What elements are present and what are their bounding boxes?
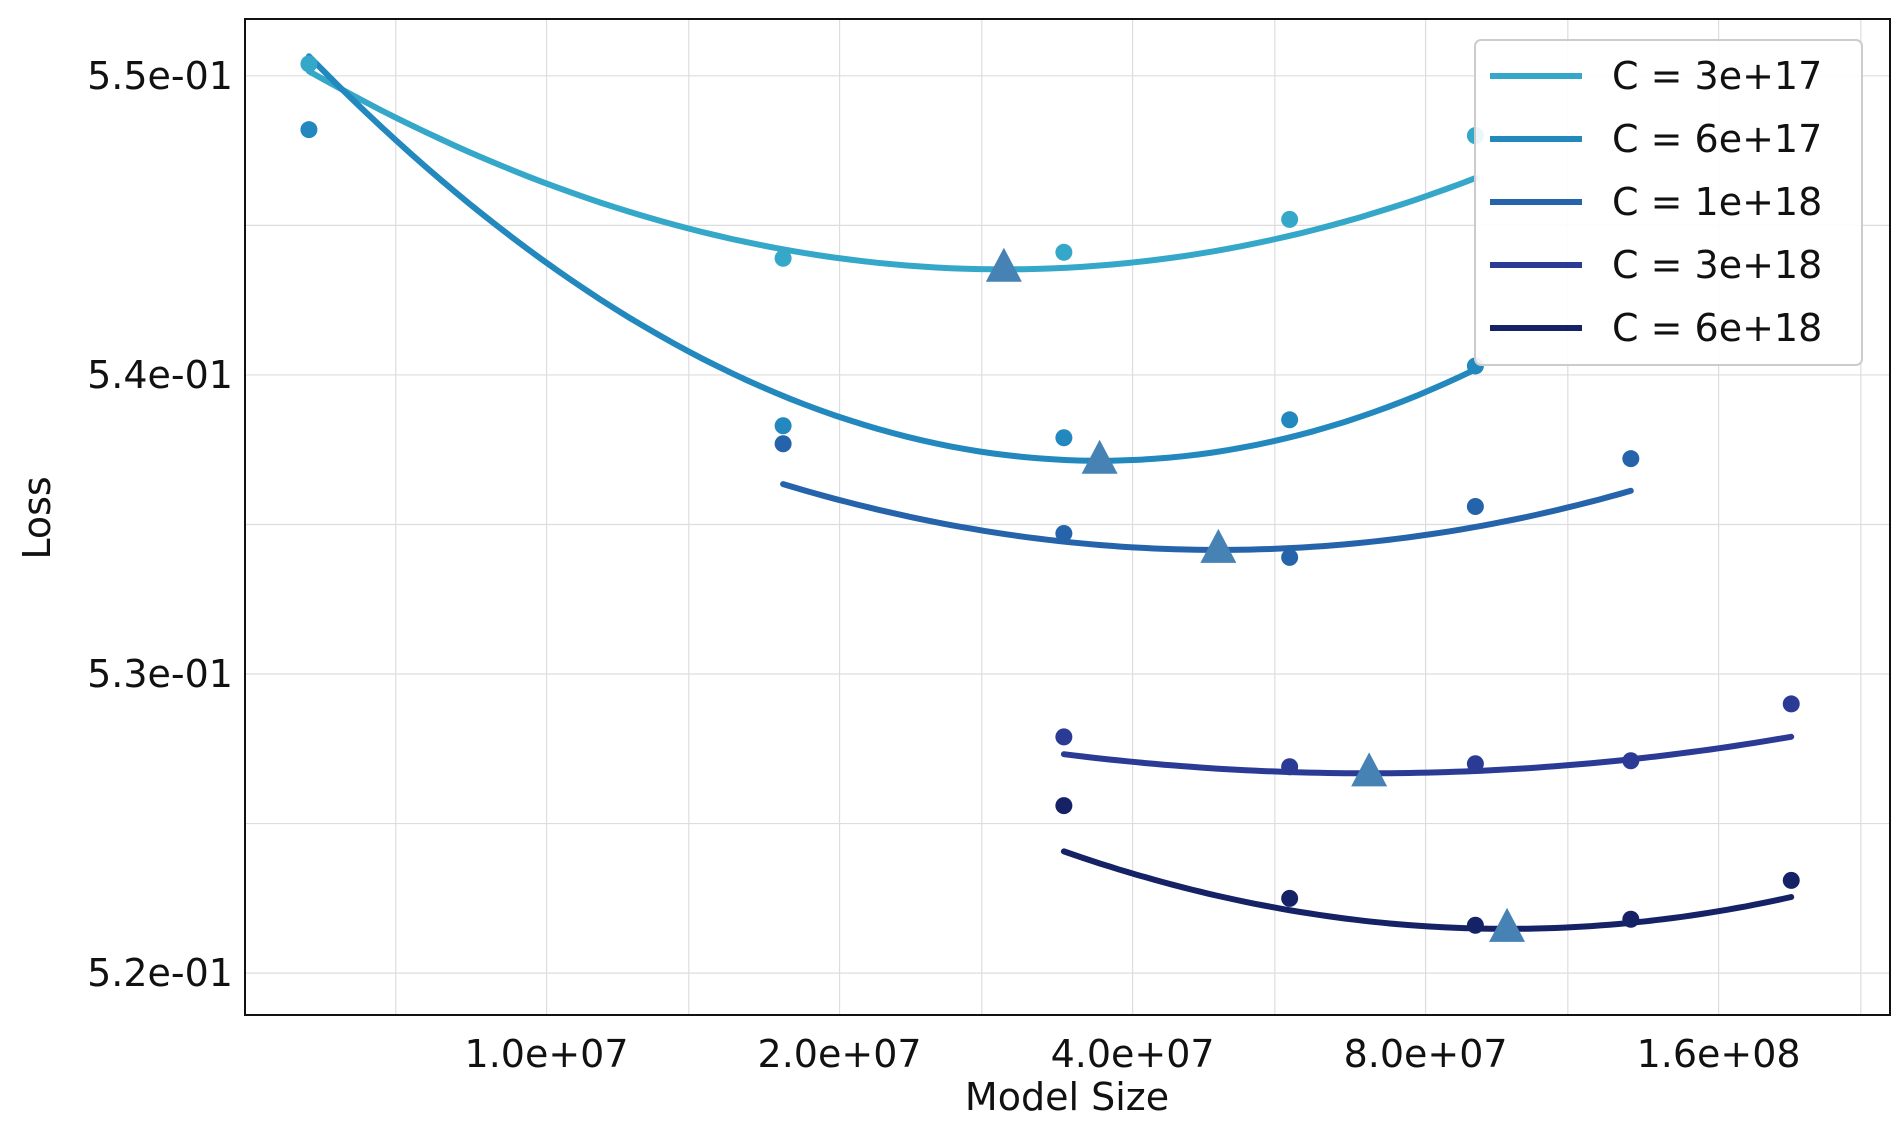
fit-curve <box>1060 733 1795 777</box>
data-point <box>1622 910 1640 928</box>
data-point <box>1055 728 1073 746</box>
data-point <box>774 417 792 435</box>
x-tick-label: 8.0e+07 <box>1344 1032 1508 1076</box>
y-tick-label: 5.4e-01 <box>87 353 233 397</box>
data-point <box>1782 695 1800 713</box>
data-point <box>1281 210 1299 228</box>
data-point <box>1281 758 1299 776</box>
optimum-triangle-marker <box>1200 528 1237 563</box>
optimum-markers <box>985 247 1526 942</box>
fit-curve <box>780 481 1634 553</box>
optimum-triangle-marker <box>1081 439 1118 474</box>
legend-entry-label: C = 1e+18 <box>1612 180 1822 224</box>
optimum-triangle-marker <box>1351 752 1388 787</box>
legend-entry-label: C = 3e+17 <box>1612 54 1822 98</box>
x-tick-label: 2.0e+07 <box>758 1032 922 1076</box>
plot-frame <box>244 18 1891 1016</box>
fit-curve <box>305 68 1479 273</box>
data-point <box>1466 498 1484 516</box>
y-tick-label: 5.3e-01 <box>87 652 233 696</box>
data-point <box>1055 429 1073 447</box>
data-point <box>774 249 792 267</box>
legend-box <box>1474 39 1863 366</box>
y-axis-label: Loss <box>15 476 59 559</box>
data-point <box>1466 916 1484 934</box>
data-point <box>1281 889 1299 907</box>
legend: C = 3e+17 C = 6e+17 C = 1e+18 C = 3e+18 C = … <box>1474 39 1863 366</box>
fit-curve <box>305 53 1479 464</box>
optimum-triangle-marker <box>1489 907 1526 942</box>
x-axis-label: Model Size <box>965 1075 1169 1119</box>
y-tick-label: 5.2e-01 <box>87 951 233 995</box>
data-point <box>1622 450 1640 468</box>
data-point <box>300 121 318 139</box>
data-point <box>1055 243 1073 261</box>
y-tick-label: 5.5e-01 <box>87 54 233 98</box>
x-axis-ticks: 1.0e+07 2.0e+07 4.0e+07 8.0e+07 1.6e+08 <box>465 1032 1801 1076</box>
data-point <box>1281 548 1299 566</box>
data-points <box>300 55 1800 934</box>
y-axis-ticks: 5.5e-01 5.4e-01 5.3e-01 5.2e-01 <box>87 54 233 995</box>
fit-curve <box>1060 848 1795 932</box>
legend-entry-label: C = 6e+18 <box>1612 306 1822 350</box>
data-point <box>1055 524 1073 542</box>
optimum-triangle-marker <box>985 247 1022 282</box>
x-tick-label: 4.0e+07 <box>1051 1032 1215 1076</box>
fit-curves <box>305 53 1795 932</box>
data-point <box>1782 871 1800 889</box>
data-point <box>1622 752 1640 770</box>
x-tick-label: 1.6e+08 <box>1637 1032 1801 1076</box>
data-point <box>774 435 792 453</box>
data-point <box>1055 797 1073 815</box>
data-point <box>1281 411 1299 429</box>
x-tick-label: 1.0e+07 <box>465 1032 629 1076</box>
grid-lines <box>245 19 1890 1015</box>
data-point <box>1466 755 1484 773</box>
legend-entry-label: C = 3e+18 <box>1612 243 1822 287</box>
legend-entry-label: C = 6e+17 <box>1612 117 1822 161</box>
data-point <box>300 55 318 73</box>
